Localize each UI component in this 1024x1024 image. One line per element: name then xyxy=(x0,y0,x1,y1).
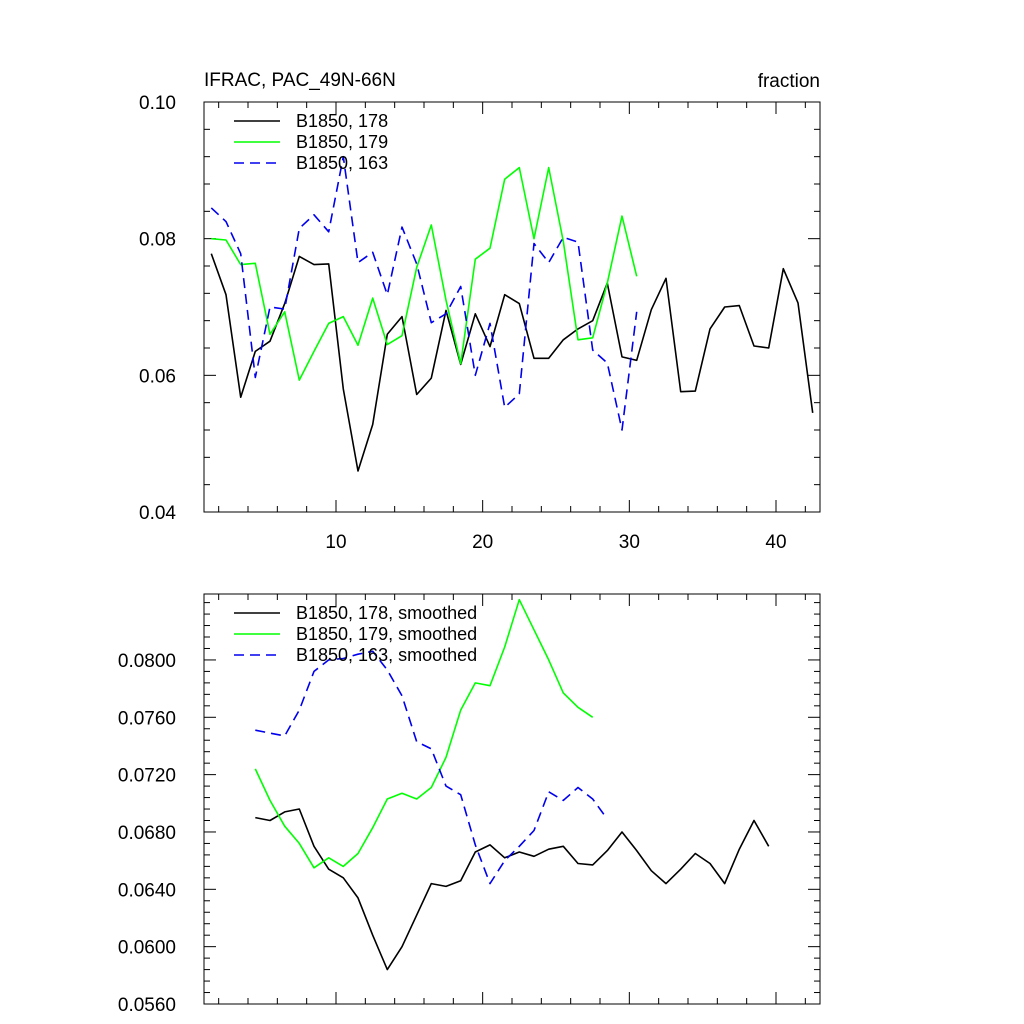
y-tick-label: 0.0680 xyxy=(118,823,176,844)
y-tick-label: 0.0640 xyxy=(118,880,176,901)
axis-ticks: 10 20 30 40 0.04 0.06 0.08 0.10 xyxy=(139,93,820,553)
y-tick-label: 0.08 xyxy=(139,230,176,251)
y-tick-label: 0.0560 xyxy=(118,995,176,1016)
x-tick-label: 40 xyxy=(765,532,786,553)
series-line-1 xyxy=(210,253,814,472)
x-tick-label: 30 xyxy=(619,532,640,553)
bottom-panel: 0.0560 0.0600 0.0640 0.0680 0.0720 0.0760 0.08… xyxy=(118,593,821,1016)
y-tick-label: 0.0720 xyxy=(118,766,176,787)
y-tick-label: 0.06 xyxy=(139,366,176,387)
axis-ticks: 0.0560 0.0600 0.0640 0.0680 0.0720 0.0760 0.08… xyxy=(118,594,820,1016)
legend-label: B1850, 179, smoothed xyxy=(296,624,477,644)
y-tick-label: 0.10 xyxy=(139,93,176,114)
y-tick-label: 0.0760 xyxy=(118,708,176,729)
series-line-3 xyxy=(210,155,638,431)
series-line-3 xyxy=(255,650,608,885)
x-tick-label: 10 xyxy=(325,532,346,553)
top-panel: IFRAC, PAC_49N-66N fraction 10 20 30 40 0.04… xyxy=(139,70,821,553)
legend-label: B1850, 163 xyxy=(296,153,388,173)
series-lines xyxy=(210,155,814,472)
series-line-1 xyxy=(255,808,770,971)
series-line-2 xyxy=(211,166,638,381)
legend-label: B1850, 178 xyxy=(296,111,388,131)
y-tick-label: 0.04 xyxy=(139,503,176,524)
legend-label: B1850, 179 xyxy=(296,132,388,152)
x-tick-label: 20 xyxy=(472,532,493,553)
units-label: fraction xyxy=(758,71,820,92)
y-tick-label: 0.0800 xyxy=(118,651,176,672)
chart-title: IFRAC, PAC_49N-66N xyxy=(204,70,396,91)
series-line-2 xyxy=(254,598,594,869)
legend-label: B1850, 178, smoothed xyxy=(296,603,477,623)
legend-label: B1850, 163, smoothed xyxy=(296,645,477,665)
y-tick-label: 0.0600 xyxy=(118,938,176,959)
series-lines xyxy=(254,598,770,971)
